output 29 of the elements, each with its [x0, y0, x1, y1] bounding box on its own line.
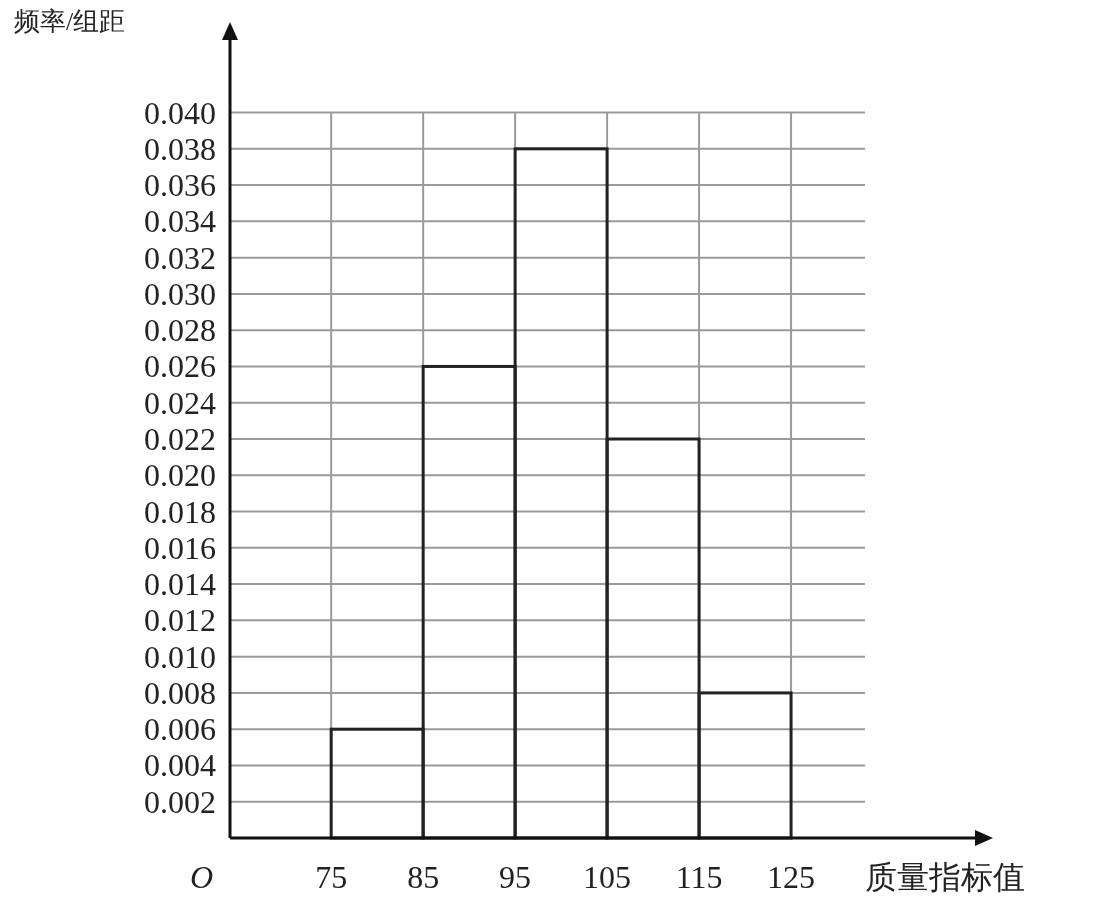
y-tick-label: 0.008: [144, 674, 216, 711]
y-tick-label: 0.014: [144, 566, 216, 603]
text: O: [190, 859, 214, 895]
x-tick-label: 105: [583, 859, 632, 895]
y-tick-label: 0.002: [144, 783, 216, 820]
y-tick-label: 0.040: [144, 94, 216, 131]
x-tick-label: 75: [315, 859, 348, 895]
y-tick-label: 0.024: [144, 384, 216, 421]
y-tick-label: 0.018: [144, 493, 216, 530]
y-tick-label: 0.012: [144, 602, 216, 639]
x-tick-label: 125: [767, 859, 816, 895]
y-tick-label: 0.016: [144, 529, 216, 566]
y-tick-label: 0.004: [144, 747, 216, 784]
y-tick-label: 0.028: [144, 312, 216, 349]
y-tick-label: 0.020: [144, 457, 216, 494]
y-tick-label: 0.006: [144, 711, 216, 748]
x-tick-label: 95: [499, 859, 532, 895]
x-tick-label: 85: [407, 859, 440, 895]
y-tick-label: 0.030: [144, 275, 216, 312]
y-axis-title: 频率/组距: [14, 7, 126, 36]
y-tick-label: 0.026: [144, 348, 216, 385]
y-tick-label: 0.036: [144, 167, 216, 204]
x-tick-label: 115: [675, 859, 723, 895]
y-tick-label: 0.038: [144, 130, 216, 167]
y-tick-label: 0.010: [144, 638, 216, 675]
y-tick-label: 0.034: [144, 203, 216, 240]
x-axis-title: 质量指标值: [865, 859, 1025, 895]
y-tick-label: 0.022: [144, 421, 216, 457]
y-tick-label: 0.032: [144, 239, 216, 276]
